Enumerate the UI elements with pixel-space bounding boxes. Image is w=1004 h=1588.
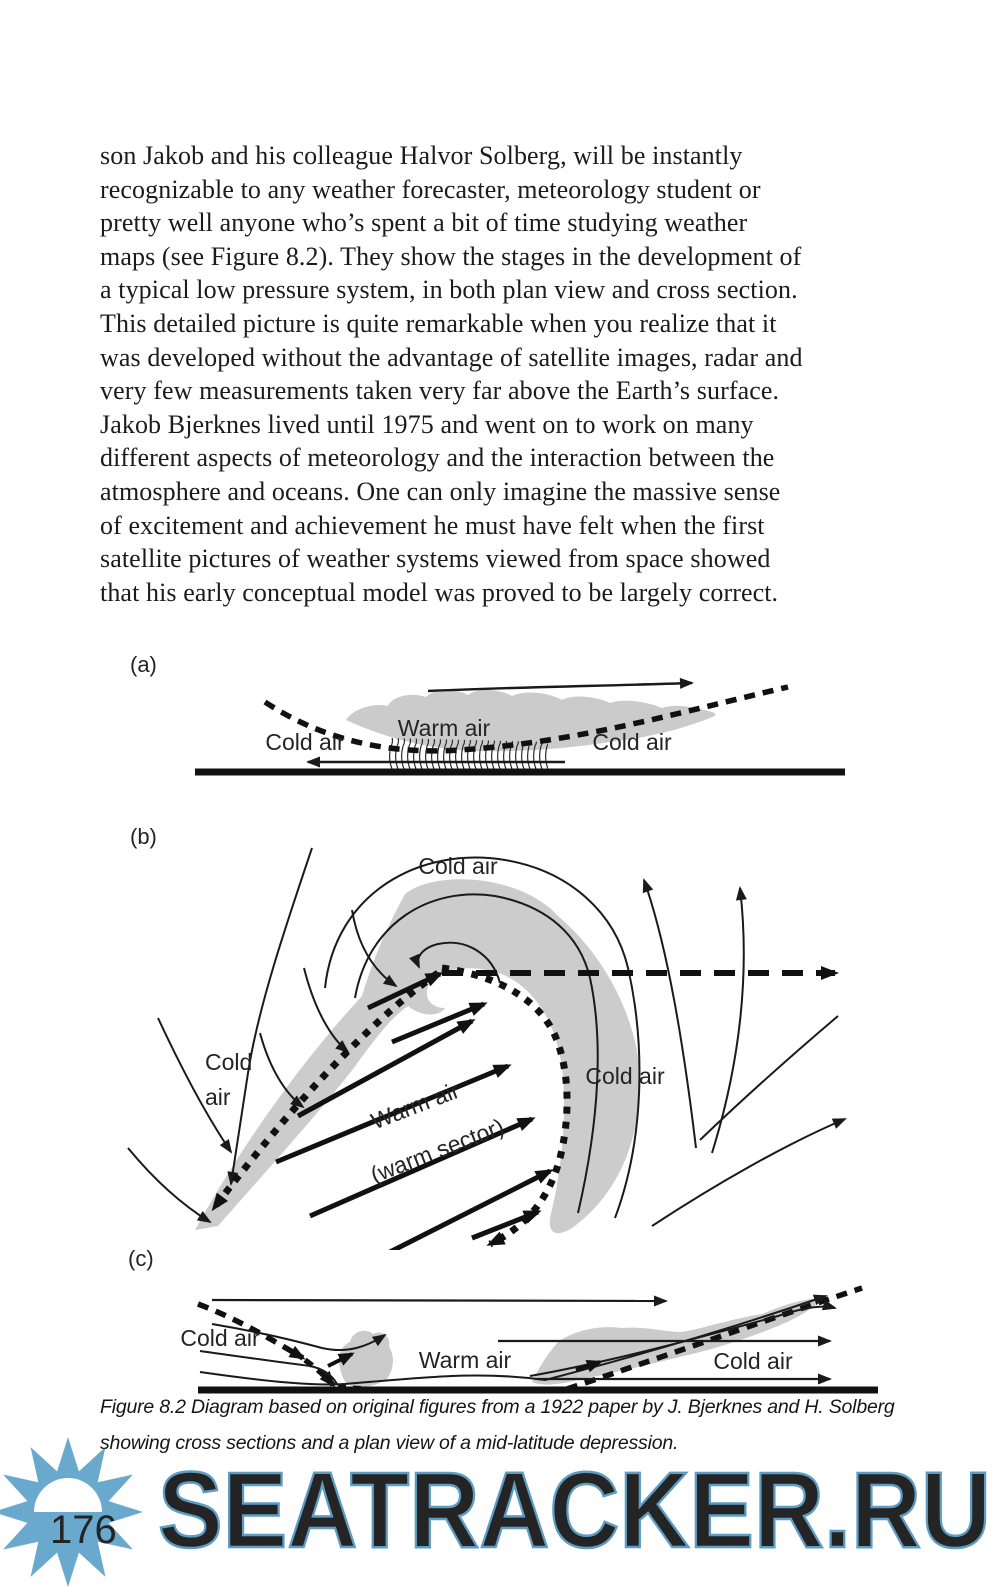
paragraph-line: recognizable to any weather forecaster, …: [100, 174, 761, 204]
frontal-surface-dashed-line: [263, 684, 789, 754]
paragraph-line: maps (see Figure 8.2). They show the sta…: [100, 241, 802, 271]
paragraph-line: that his early conceptual model was prov…: [100, 577, 779, 607]
sun-disc-bottom: [34, 1512, 102, 1546]
warm-sector-arrow: [275, 1063, 512, 1165]
paragraph-line: of excitement and achievement he must ha…: [100, 510, 765, 540]
watermark-text: SEATRACKER.RU: [158, 1449, 991, 1570]
warm-sector-arrow: [308, 1116, 536, 1219]
streamline-updraft-arrow: [327, 1352, 355, 1368]
streamline: [199, 1294, 828, 1386]
figure-panel-c-cross-section: (c) Cold air Warm air Cold air: [128, 1246, 878, 1394]
cloud-warm-air: [346, 689, 716, 752]
streamline-cloud-arrow: [575, 1359, 603, 1373]
streamline-cold-right: [651, 1118, 847, 1227]
streamline-spiral-outer: [324, 856, 641, 1219]
streamline-spiral-middle: [354, 893, 599, 1214]
upper-flow-arrow: [427, 677, 694, 693]
paragraph-line: very few measurements taken very far abo…: [100, 376, 780, 406]
streamline-into-cold-front: [303, 967, 350, 1054]
streamline-spiral-inner: [409, 941, 501, 984]
cold-front-dashed-line: [197, 1301, 306, 1361]
paragraph-line: a typical low pressure system, in both p…: [100, 275, 798, 305]
cold-air-left-label-line1: Cold: [205, 1049, 252, 1075]
streamline-cold-left: [127, 1147, 212, 1224]
sun-logo: [0, 1437, 143, 1587]
panel-b-label: (b): [130, 824, 157, 849]
cold-front-dotted-line: [211, 970, 441, 1212]
paragraph-line: satellite pictures of weather systems vi…: [100, 544, 771, 574]
streamline-cold-left: [227, 847, 313, 1186]
paragraph-line: was developed without the advantage of s…: [100, 342, 803, 372]
streamline-cold-left: [157, 1017, 233, 1154]
streamline-into-cold-front: [259, 1032, 305, 1109]
warm-air-label: Warm air: [398, 715, 491, 741]
warm-air-label: Warm air: [419, 1347, 512, 1373]
warm-sector-arrow: [388, 1168, 554, 1250]
warm-sector-arrow: [391, 1001, 488, 1045]
cold-air-left-label: Cold air: [265, 729, 345, 755]
paragraph-line: This detailed picture is quite remarkabl…: [100, 308, 777, 338]
warm-sector-arrow: [471, 1209, 542, 1241]
paragraph-line: Jakob Bjerknes lived until 1975 and went…: [100, 409, 754, 439]
figure-caption-line1: Figure 8.2 Diagram based on original fig…: [100, 1396, 895, 1418]
streamline-cold-right: [642, 878, 697, 1149]
paragraph-line: atmosphere and oceans. One can only imag…: [100, 476, 781, 506]
warm-sector-arrow: [296, 1018, 476, 1119]
paragraph-line: different aspects of meteorology and the…: [100, 443, 775, 473]
upper-flow-arrow: [211, 1295, 668, 1307]
cold-air-left-label-line2: air: [205, 1084, 231, 1110]
streamline-cold-right: [699, 1015, 839, 1141]
cold-air-top-label: Cold air: [418, 853, 498, 879]
cloud-comma-band: [195, 879, 641, 1234]
cold-front-dashed-line: [303, 1357, 336, 1388]
paragraph-line: pretty well anyone who’s spent a bit of …: [100, 208, 748, 238]
cold-air-right-label: Cold air: [585, 1063, 665, 1089]
figure-panel-a-cross-section: (a) Cold air Warm air Cold air: [130, 652, 845, 776]
warm-sector-arrow: [366, 971, 444, 1011]
figure-caption-line2: showing cross sections and a plan view o…: [100, 1431, 679, 1454]
warm-air-label: Warm air: [367, 1077, 463, 1135]
page-number: 176: [50, 1508, 117, 1552]
panel-c-label: (c): [128, 1246, 154, 1271]
body-paragraph: son Jakob and his colleague Halvor Solbe…: [100, 139, 900, 609]
paragraph-line: son Jakob and his colleague Halvor Solbe…: [100, 141, 743, 170]
cloud-cold-front: [338, 1330, 393, 1388]
watermark: SEATRACKER.RU 176: [0, 1437, 992, 1587]
figure-panel-b-plan-view: (b) Cold air Cold air Cold air Warm air …: [127, 824, 847, 1250]
streamline: [211, 1323, 387, 1352]
streamline-into-cold-front: [351, 909, 398, 988]
cold-air-right-label: Cold air: [592, 729, 672, 755]
cold-air-left-label: Cold air: [180, 1325, 260, 1351]
figure-caption: Figure 8.2 Diagram based on original fig…: [100, 1390, 920, 1461]
panel-a-label: (a): [130, 652, 157, 677]
cold-air-right-label: Cold air: [713, 1348, 793, 1374]
streamline: [199, 1350, 338, 1385]
sun-disc-top: [34, 1478, 102, 1512]
